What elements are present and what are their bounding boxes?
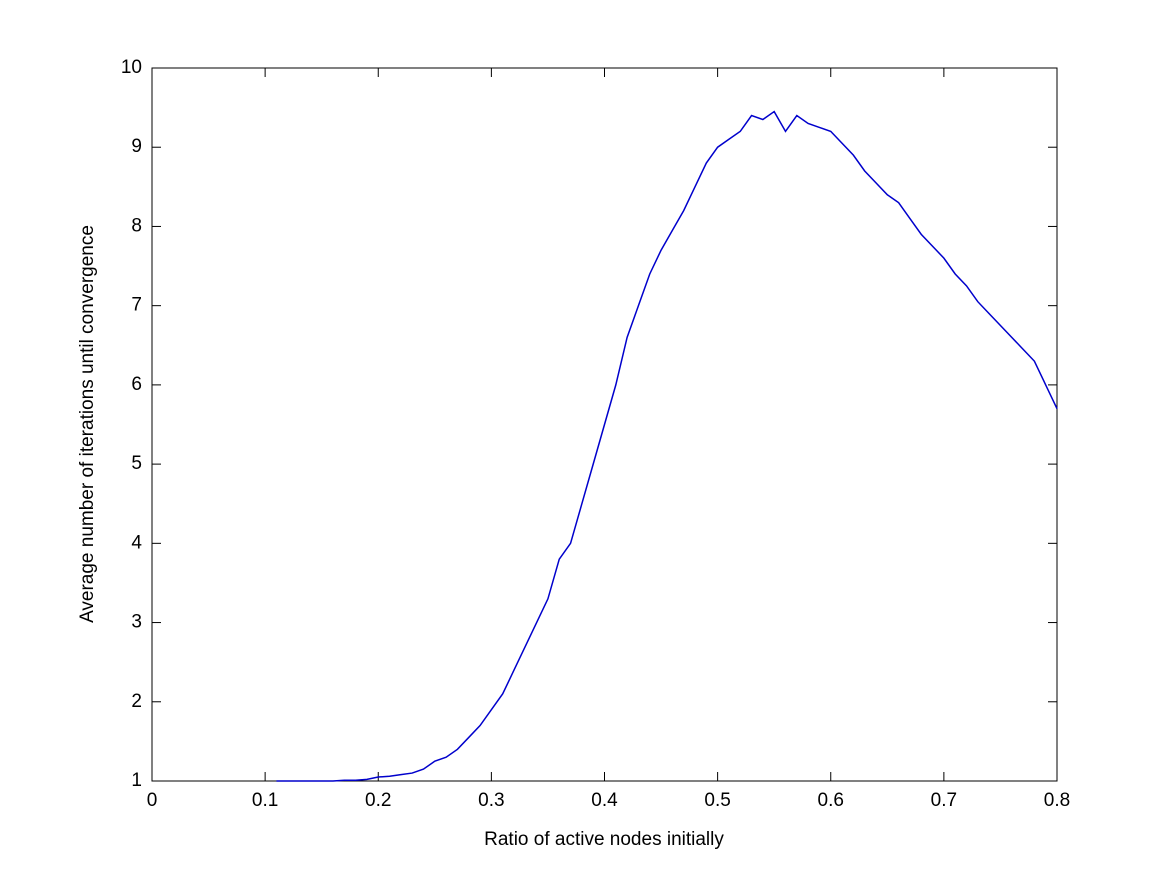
y-tick-label: 3: [131, 612, 142, 633]
x-axis-label: Ratio of active nodes initially: [484, 829, 724, 850]
x-tick-label: 0.5: [704, 790, 730, 811]
y-tick-label: 6: [131, 374, 142, 395]
y-tick-label: 5: [131, 453, 142, 474]
y-tick-label: 2: [131, 691, 142, 712]
y-tick-label: 7: [131, 295, 142, 316]
line-series: [276, 110, 1058, 782]
x-tick-label: 0: [147, 790, 158, 811]
y-tick-label: 8: [131, 215, 142, 236]
x-tick-label: 0.6: [818, 790, 844, 811]
x-tick-label: 0.8: [1044, 790, 1070, 811]
x-tick-label: 0.2: [365, 790, 391, 811]
x-tick-label: 0.7: [931, 790, 957, 811]
y-axis-label: Average number of iterations until conve…: [77, 225, 98, 623]
x-tick-label: 0.4: [591, 790, 618, 811]
x-tick-label: 0.1: [252, 790, 278, 811]
y-tick-label: 1: [131, 770, 142, 791]
y-tick-label: 9: [131, 136, 142, 157]
x-tick-label: 0.3: [478, 790, 504, 811]
y-tick-label: 4: [131, 532, 142, 553]
y-tick-label: 10: [121, 57, 142, 78]
